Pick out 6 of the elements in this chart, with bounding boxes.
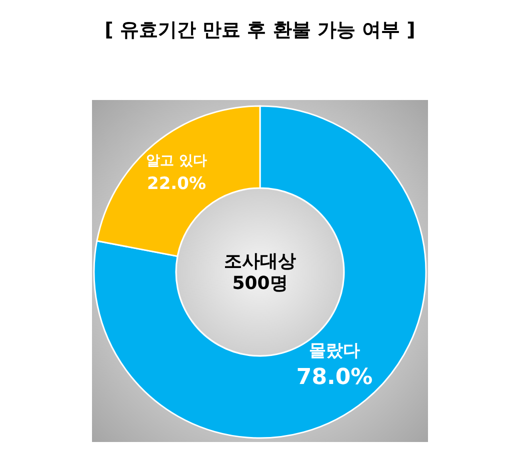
data-label: 78.0% [296,365,373,390]
slice-label: 몰랐다 [309,341,360,362]
data-label: 22.0% [147,174,206,194]
chart-title: [ 유효기간 만료 후 환불 가능 여부 ] [104,19,416,41]
slice-label: 알고 있다 [146,153,207,170]
text: 조사대상 500명 [224,251,296,294]
